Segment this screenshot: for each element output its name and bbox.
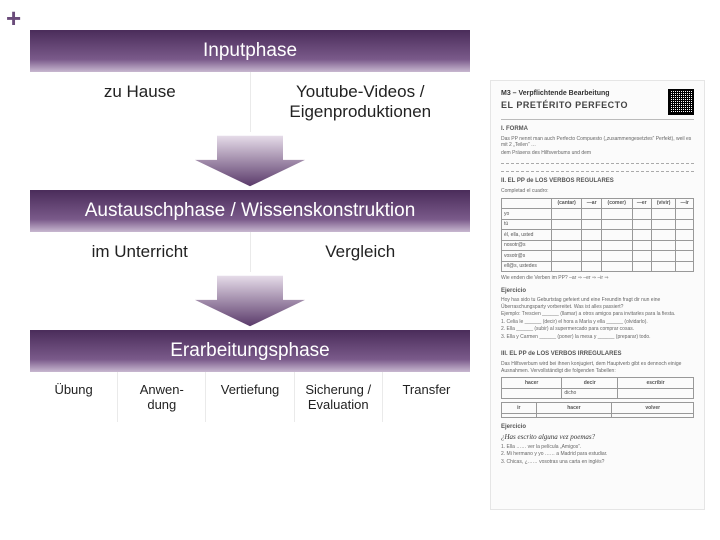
- phase3-block: Erarbeitungsphase Übung Anwen- dung Vert…: [30, 330, 470, 422]
- doc-ejercicio-text: Hoy has sido tu Geburtstag gefeiert und …: [501, 297, 694, 310]
- phases-column: Inputphase zu Hause Youtube-Videos / Eig…: [30, 30, 470, 422]
- phase3-cell-1: Anwen- dung: [118, 372, 206, 422]
- phase3-cell-3: Sicherung / Evaluation: [295, 372, 383, 422]
- phase1-title: Inputphase: [30, 30, 470, 72]
- worksheet-preview: M3 – Verpflichtende Bearbeitung EL PRETÉ…: [490, 80, 705, 510]
- down-arrow-icon: [195, 135, 305, 187]
- doc-table2: hacer decir escribir dicho: [501, 377, 694, 399]
- phase3-cell-0: Übung: [30, 372, 118, 422]
- phase2-left-cell: im Unterricht: [30, 232, 251, 272]
- doc-sec2: II. EL PP de LOS VERBOS REGULARES: [501, 178, 694, 186]
- arrow2-slot: [30, 272, 470, 330]
- doc-ejercicio-ex: Ejemplo: Trescien ______ (llamar) a otro…: [501, 311, 694, 318]
- doc-title: EL PRETÉRITO PERFECTO: [501, 100, 668, 112]
- phase1-right-cell: Youtube-Videos / Eigenproduktionen: [251, 72, 471, 132]
- doc-sec1: I. FORMA: [501, 126, 694, 134]
- doc-table1: (cantar) —ar (comer) —er (vivir) —ir yo …: [501, 198, 694, 273]
- arrow1-slot: [30, 132, 470, 190]
- doc-sec1-text: Das PP nennt man auch Perfecto Compuesto…: [501, 136, 694, 149]
- phase3-cell-4: Transfer: [383, 372, 470, 422]
- phase1-row: zu Hause Youtube-Videos / Eigenproduktio…: [30, 72, 470, 132]
- doc-table3: ir hacer volver: [501, 402, 694, 418]
- doc-ejercicio-label: Ejercicio: [501, 288, 694, 296]
- phase3-row: Übung Anwen- dung Vertiefung Sicherung /…: [30, 372, 470, 422]
- down-arrow-icon: [195, 275, 305, 327]
- phase3-title: Erarbeitungsphase: [30, 330, 470, 372]
- doc-sec1-sub: dem Präsens des Hilfsverbums und dem: [501, 150, 694, 157]
- phase2-right-cell: Vergleich: [251, 232, 471, 272]
- doc-ejercicio2: Ejercicio: [501, 424, 694, 432]
- doc-sec3-text: Das Hilfsverbum wird bei ihnen konjugier…: [501, 361, 694, 374]
- doc-sec3: III. EL PP de LOS VERBOS IRREGULARES: [501, 351, 694, 359]
- plus-icon: +: [6, 3, 21, 34]
- phase2-block: Austauschphase / Wissenskonstruktion im …: [30, 190, 470, 272]
- phase1-block: Inputphase zu Hause Youtube-Videos / Eig…: [30, 30, 470, 132]
- doc-sec2-sub: Completad el cuadro:: [501, 188, 694, 195]
- phase2-title: Austauschphase / Wissenskonstruktion: [30, 190, 470, 232]
- qr-code-icon: [668, 89, 694, 115]
- doc-handwritten: ¿Has escrito alguna vez poemas?: [501, 433, 694, 442]
- phase2-row: im Unterricht Vergleich: [30, 232, 470, 272]
- doc-m3-label: M3 – Verpflichtende Bearbeitung: [501, 89, 668, 98]
- doc-sec2-q: Wie enden die Verben im PP? –ar ⇒ –er ⇒ …: [501, 275, 694, 282]
- phase1-left-cell: zu Hause: [30, 72, 251, 132]
- phase3-cell-2: Vertiefung: [206, 372, 294, 422]
